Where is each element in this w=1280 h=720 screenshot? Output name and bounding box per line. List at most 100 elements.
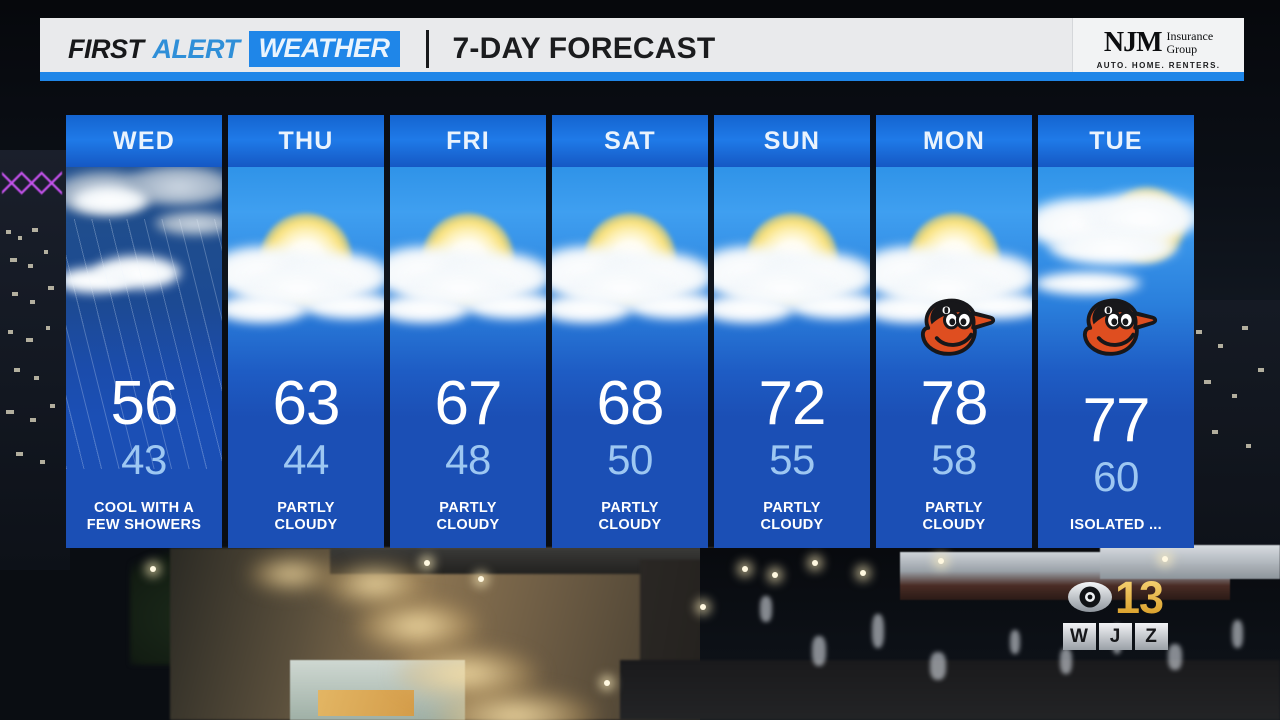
- cloud: [788, 291, 870, 319]
- day-header: SAT: [552, 115, 708, 167]
- day-label: THU: [278, 126, 334, 155]
- day-label: SAT: [604, 126, 656, 155]
- forecast-day-wed[interactable]: WED 56 43 COOL WITH A FEW SHOWERS: [66, 115, 222, 548]
- banner-divider: [425, 30, 429, 68]
- banner-accent-underline: [40, 72, 1244, 81]
- forecast-day-thu[interactable]: THU 63 44 PARTLY CLOUDY: [228, 115, 384, 548]
- sponsor-logo-njm: NJM Insurance Group AUTO. HOME. RENTERS.: [1072, 18, 1244, 80]
- low-temp: 50: [607, 435, 653, 483]
- low-temp: 58: [931, 435, 977, 483]
- forecast-day-tue[interactable]: TUE O 77 60 ISOLATED ...: [1038, 115, 1194, 548]
- forecast-day-mon[interactable]: MON O 78 58 PARTLY CLOUDY: [876, 115, 1032, 548]
- temperatures: 63 44 PARTLY CLOUDY: [228, 369, 384, 548]
- seven-day-forecast: WED 56 43 COOL WITH A FEW SHOWERS THU: [66, 115, 1214, 548]
- svg-text:O: O: [1104, 305, 1113, 317]
- high-temp: 67: [434, 369, 503, 439]
- cloud: [390, 293, 472, 323]
- brand-alert: ALERT: [152, 33, 241, 64]
- low-temp: 43: [121, 435, 167, 483]
- pavement: [620, 660, 1280, 720]
- cloud: [154, 211, 222, 235]
- weather-icon-sun-cloud-icon: [714, 167, 870, 417]
- brand-first: FIRST: [68, 33, 144, 64]
- weather-icon-sun-cloud-icon: [228, 167, 384, 417]
- low-temp: 44: [283, 435, 329, 483]
- kiosk-window: [318, 690, 414, 716]
- weather-icon-sun-cloud-icon: [552, 167, 708, 417]
- condition-text: ISOLATED ...: [1070, 516, 1162, 533]
- day-label: TUE: [1089, 126, 1143, 155]
- cloud: [72, 187, 148, 213]
- sponsor-tagline: AUTO. HOME. RENTERS.: [1096, 60, 1221, 70]
- day-header: TUE: [1038, 115, 1194, 167]
- condition-text: PARTLY CLOUDY: [274, 499, 338, 533]
- cloud: [552, 293, 634, 323]
- callsign: W J Z: [1040, 623, 1190, 650]
- station-logo-wjz: 13 W J Z: [1040, 572, 1190, 650]
- high-temp: 77: [1082, 386, 1151, 456]
- day-header: THU: [228, 115, 384, 167]
- brand-weather-box: WEATHER: [248, 31, 400, 67]
- cloud: [626, 291, 708, 319]
- day-label: SUN: [763, 126, 821, 155]
- svg-text:O: O: [942, 305, 951, 317]
- orioles-logo-icon: O: [920, 298, 996, 356]
- rain-streaks: [66, 219, 222, 469]
- condition-text: PARTLY CLOUDY: [436, 499, 500, 533]
- cloud: [464, 291, 546, 319]
- weather-icon-sun-cloud-icon: [876, 167, 1032, 417]
- orioles-logo-icon: O: [1082, 298, 1158, 356]
- high-temp: 68: [596, 369, 665, 439]
- day-label: FRI: [446, 126, 490, 155]
- temperatures: 77 60 ISOLATED ...: [1038, 386, 1194, 548]
- day-header: MON: [876, 115, 1032, 167]
- high-temp: 78: [920, 369, 989, 439]
- condition-text: PARTLY CLOUDY: [760, 499, 824, 533]
- temperatures: 72 55 PARTLY CLOUDY: [714, 369, 870, 548]
- day-label: WED: [113, 126, 175, 155]
- condition-text: PARTLY CLOUDY: [922, 499, 986, 533]
- weather-icon-cloud-sun-icon: [1038, 167, 1194, 417]
- forecast-day-fri[interactable]: FRI 67 48 PARTLY CLOUDY: [390, 115, 546, 548]
- sponsor-mark: NJM: [1103, 26, 1163, 58]
- forecast-day-sun[interactable]: SUN 72 55 PARTLY CLOUDY: [714, 115, 870, 548]
- day-label: MON: [923, 126, 985, 155]
- cloud: [228, 293, 310, 323]
- harbor-boat-secondary: [1100, 545, 1280, 579]
- condition-text: COOL WITH A FEW SHOWERS: [86, 499, 202, 533]
- sponsor-line-2: Group: [1166, 41, 1198, 56]
- high-temp: 56: [110, 369, 179, 439]
- channel-number: 13: [1114, 571, 1164, 623]
- brand-weather: WEATHER: [258, 33, 391, 63]
- callsign-letter-j: J: [1098, 623, 1132, 650]
- cloud: [714, 293, 796, 323]
- weather-icon-rain-cloud-icon: [66, 165, 222, 469]
- temperatures: 67 48 PARTLY CLOUDY: [390, 369, 546, 548]
- temperatures: 68 50 PARTLY CLOUDY: [552, 369, 708, 548]
- temperatures: 56 43 COOL WITH A FEW SHOWERS: [66, 369, 222, 548]
- forecast-day-sat[interactable]: SAT 68 50 PARTLY CLOUDY: [552, 115, 708, 548]
- callsign-letter-z: Z: [1134, 623, 1168, 650]
- cloud: [1048, 229, 1178, 265]
- callsign-letter-w: W: [1062, 623, 1096, 650]
- city-skyline-left: [0, 150, 70, 570]
- low-temp: 60: [1093, 452, 1139, 500]
- cloud: [66, 267, 132, 293]
- day-header: SUN: [714, 115, 870, 167]
- neon-sign: [2, 170, 62, 196]
- cloud: [1038, 271, 1142, 295]
- sponsor-line-1: Insurance: [1166, 29, 1214, 44]
- temperatures: 78 58 PARTLY CLOUDY: [876, 369, 1032, 548]
- low-temp: 55: [769, 435, 815, 483]
- city-skyline-right: [1180, 300, 1280, 560]
- low-temp: 48: [445, 435, 491, 483]
- high-temp: 72: [758, 369, 827, 439]
- high-temp: 63: [272, 369, 341, 439]
- cbs-eye-icon: [1067, 582, 1112, 612]
- day-header: WED: [66, 115, 222, 167]
- header-banner: FIRST ALERT WEATHER 7-DAY FORECAST NJM I…: [40, 18, 1244, 80]
- page-title: 7-DAY FORECAST: [452, 32, 716, 65]
- cloud: [302, 291, 384, 319]
- condition-text: PARTLY CLOUDY: [598, 499, 662, 533]
- weather-icon-sun-cloud-icon: [390, 167, 546, 417]
